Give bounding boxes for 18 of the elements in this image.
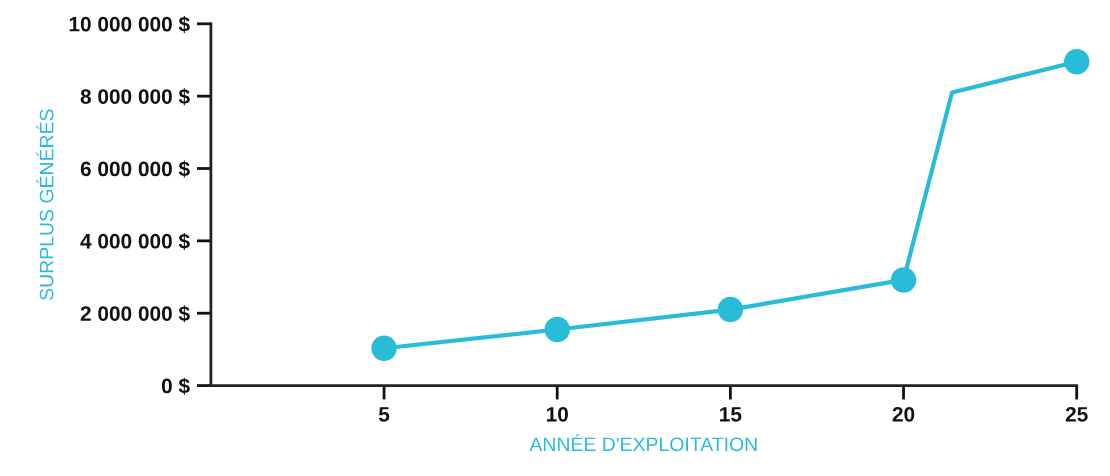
y-tick-label: 6 000 000 $: [80, 160, 190, 178]
x-tick-label: 10: [546, 406, 568, 422]
point: [371, 335, 397, 362]
point: [1063, 49, 1090, 75]
x-tick-label: 15: [720, 407, 742, 422]
point: [890, 267, 917, 293]
y-tick-label: 0 $: [161, 377, 190, 395]
y-tick-label: 4 000 000 $: [80, 232, 190, 250]
point: [717, 296, 744, 323]
y-tick-label: 2 000 000 $: [80, 305, 190, 323]
y-tick-label: 10 000 000 $: [69, 15, 190, 33]
x-tick-label: 20: [892, 406, 915, 422]
x-tick-label: 25: [1065, 406, 1088, 422]
x-axis-title: ANNÉE D'EXPLOITATION: [529, 434, 757, 452]
y-tick-label: 8 000 000 $: [80, 88, 190, 106]
point: [544, 316, 570, 343]
x-tick-label: 5: [378, 407, 390, 422]
y-axis-title: SURPLUS GÉNÉRÉS: [36, 109, 54, 300]
